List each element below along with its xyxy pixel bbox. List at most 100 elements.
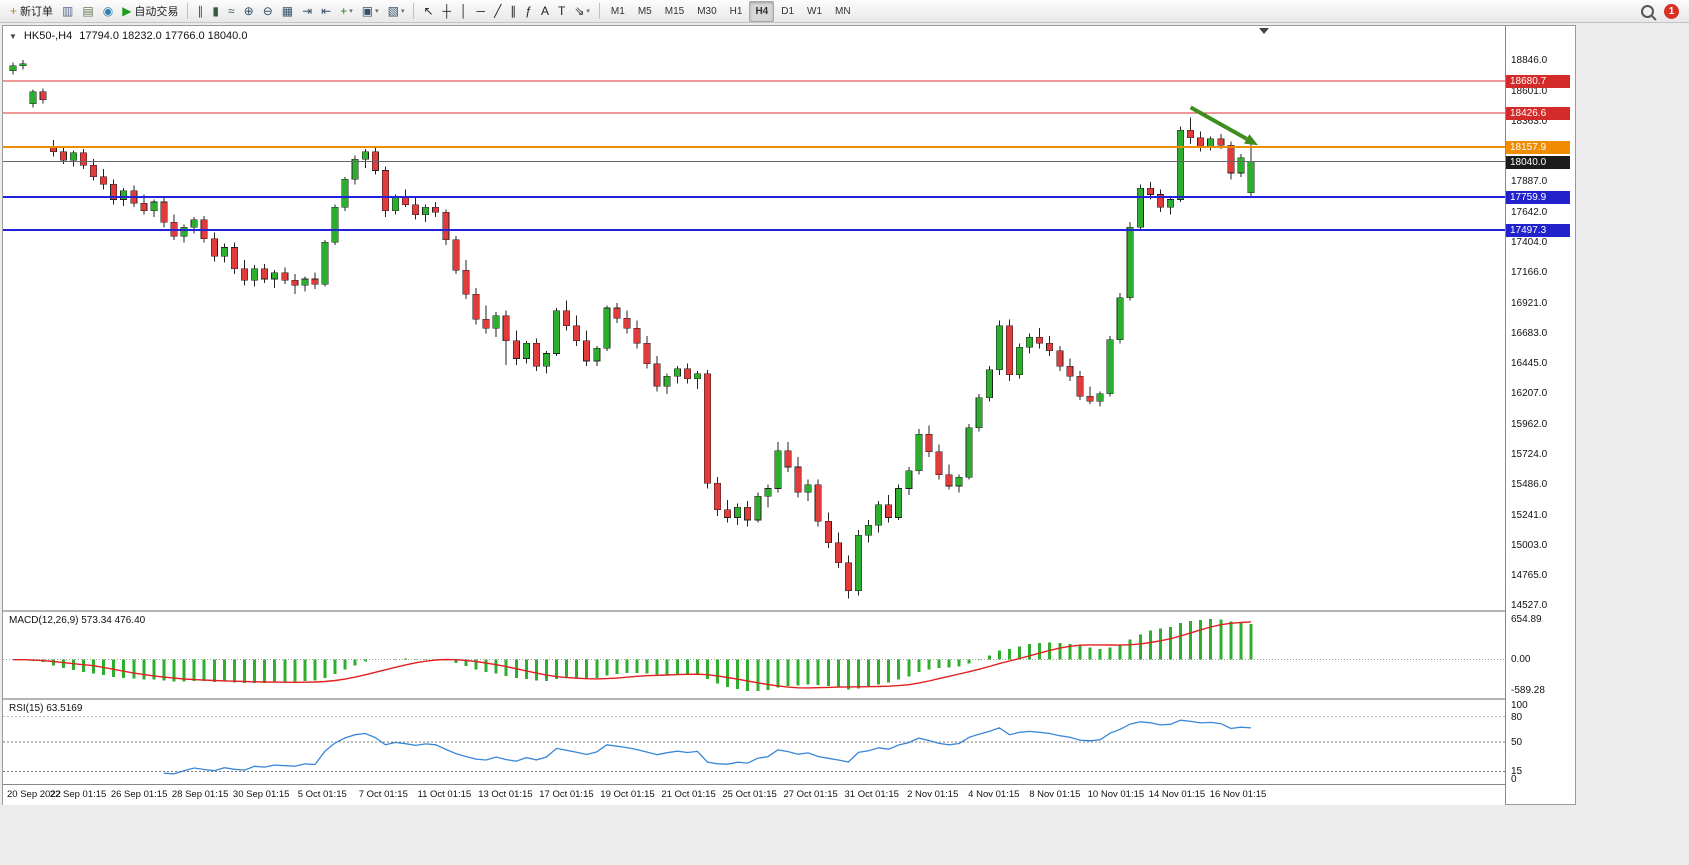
text-label-button[interactable]: T xyxy=(554,1,569,22)
trendline-icon: ╱ xyxy=(494,4,502,18)
price-tick: 16207.0 xyxy=(1511,387,1548,399)
price-tick: 17166.0 xyxy=(1511,266,1548,278)
rsi-pane[interactable]: RSI(15) 63.5169 xyxy=(3,700,1505,784)
equidistant-channel-button[interactable]: ∥ xyxy=(506,1,520,22)
market-watch-button[interactable]: ◉ xyxy=(99,1,117,22)
macd-plot[interactable] xyxy=(3,612,1505,698)
timeframe-m30-button[interactable]: M30 xyxy=(697,5,717,17)
toolbar-separator xyxy=(413,3,415,19)
toolbar-right: 1 xyxy=(1641,3,1683,19)
horizontal-line-button[interactable]: ─ xyxy=(473,1,490,22)
zoom-in-button[interactable]: ⊕ xyxy=(240,1,258,22)
time-tick: 16 Nov 01:15 xyxy=(1209,789,1267,800)
cursor-icon: ↖ xyxy=(423,4,434,18)
templates-button[interactable]: ▧ ▾ xyxy=(384,1,409,22)
time-tick: 11 Oct 01:15 xyxy=(417,789,472,800)
timeframe-h1-button[interactable]: H1 xyxy=(729,5,743,17)
autotrading-button[interactable]: ▶ 自动交易 xyxy=(118,1,182,22)
new-order-button[interactable]: + 新订单 xyxy=(6,1,57,22)
toolbar-separator xyxy=(598,3,600,19)
search-icon[interactable] xyxy=(1641,4,1654,18)
zoom-out-icon: ⊖ xyxy=(262,4,273,18)
indicators-dropdown-caret[interactable]: ▾ xyxy=(349,8,353,15)
pane-separator[interactable] xyxy=(3,698,1505,700)
cursor-button[interactable]: ↖ xyxy=(419,1,437,22)
arrows-dropdown-caret[interactable]: ▾ xyxy=(586,8,590,15)
timeframe-m1-button[interactable]: M1 xyxy=(610,5,625,17)
templates-icon: ▧ xyxy=(387,4,399,18)
timeframe-d1-button[interactable]: D1 xyxy=(781,5,795,17)
tile-windows-button[interactable]: ▦ xyxy=(278,1,297,22)
rsi-plot[interactable] xyxy=(3,700,1505,784)
macd-label: MACD(12,26,9) 573.34 476.40 xyxy=(9,615,146,626)
arrows-button[interactable]: ⇘ ▾ xyxy=(570,1,594,22)
vertical-line-button[interactable]: │ xyxy=(456,1,472,22)
time-tick: 13 Oct 01:15 xyxy=(478,789,533,800)
chart-window: ▼ HK50-,H4 17794.0 18232.0 17766.0 18040… xyxy=(2,25,1576,805)
candlestick-chart-button[interactable]: ▮ xyxy=(208,1,223,22)
fibonacci-button[interactable]: ƒ xyxy=(521,1,536,22)
main-chart-pane[interactable]: ▼ HK50-,H4 17794.0 18232.0 17766.0 18040… xyxy=(3,26,1505,610)
rsi-axis-tick: 50 xyxy=(1511,737,1523,748)
timeframe-w1-button[interactable]: W1 xyxy=(807,5,823,17)
timeframe-h4-button[interactable]: H4 xyxy=(749,0,775,22)
timeframe-m15-button[interactable]: M15 xyxy=(664,5,685,17)
candlestick-plot[interactable] xyxy=(3,26,1505,610)
autotrading-icon: ▶ xyxy=(122,4,132,18)
timeframe-mn-button[interactable]: MN xyxy=(835,5,851,17)
text-button[interactable]: A xyxy=(537,1,553,22)
macd-axis-tick: -589.28 xyxy=(1511,685,1545,696)
symbol-timeframe: HK50-,H4 xyxy=(23,30,73,42)
one-click-trading-toggle[interactable]: ▼ xyxy=(9,31,17,41)
time-tick: 4 Nov 01:15 xyxy=(968,789,1020,800)
time-tick: 25 Oct 01:15 xyxy=(722,789,777,800)
templates-dropdown-caret[interactable]: ▾ xyxy=(400,8,405,15)
price-level-badge: 17759.9 xyxy=(1506,190,1570,204)
time-axis[interactable]: 20 Sep 2022 22 Sep 01:15 26 Sep 01:15 28 Se… xyxy=(3,784,1505,805)
tile-windows-icon: ▦ xyxy=(281,4,294,18)
price-level-badge: 18680.7 xyxy=(1506,74,1570,88)
line-chart-button[interactable]: ≈ xyxy=(224,1,239,22)
candlestick-chart-icon: ▮ xyxy=(212,4,220,18)
price-tick: 15724.0 xyxy=(1511,448,1548,460)
time-tick: 17 Oct 01:15 xyxy=(539,789,594,800)
price-tick: 15486.0 xyxy=(1511,478,1548,490)
price-tick: 15003.0 xyxy=(1511,539,1548,551)
trendline-button[interactable]: ╱ xyxy=(490,1,505,22)
time-tick: 31 Oct 01:15 xyxy=(844,789,899,800)
chart-shift-marker[interactable] xyxy=(1259,28,1269,34)
bar-chart-button[interactable]: ∥ xyxy=(193,1,207,22)
price-tick: 17404.0 xyxy=(1511,236,1548,248)
timeframe-m5-button[interactable]: M5 xyxy=(637,5,652,17)
time-tick: 5 Oct 01:15 xyxy=(297,789,347,800)
notification-badge[interactable]: 1 xyxy=(1664,3,1679,19)
price-tick: 15962.0 xyxy=(1511,418,1548,430)
pane-separator[interactable] xyxy=(3,610,1505,612)
vertical-line-icon: │ xyxy=(460,4,468,18)
crosshair-icon: ┼ xyxy=(442,4,452,18)
periods-button[interactable]: ▣ ▾ xyxy=(358,1,383,22)
crosshair-button[interactable]: ┼ xyxy=(439,1,456,22)
price-tick: 17887.0 xyxy=(1511,175,1548,187)
price-tick: 18601.0 xyxy=(1511,85,1548,97)
chart-shift-button[interactable]: ⇤ xyxy=(317,1,335,22)
charts-button[interactable]: ▥ xyxy=(58,1,77,22)
price-axis[interactable]: 18846.018601.018363.018123.017887.017642… xyxy=(1505,26,1575,804)
time-tick: 10 Nov 01:15 xyxy=(1087,789,1145,800)
zoom-out-button[interactable]: ⊖ xyxy=(259,1,277,22)
macd-pane[interactable]: MACD(12,26,9) 573.34 476.40 xyxy=(3,612,1505,698)
indicators-button[interactable]: + ▾ xyxy=(336,1,357,22)
auto-scroll-button[interactable]: ⇥ xyxy=(298,1,316,22)
fibonacci-icon: ƒ xyxy=(525,4,532,18)
price-level-badge: 18426.6 xyxy=(1506,106,1570,120)
macd-axis-tick: 654.89 xyxy=(1511,614,1542,625)
periods-dropdown-caret[interactable]: ▾ xyxy=(375,8,379,15)
profiles-button[interactable]: ▤ xyxy=(78,1,97,22)
price-tick: 14765.0 xyxy=(1511,569,1548,581)
time-tick: 30 Sep 01:15 xyxy=(232,789,290,800)
rsi-axis-tick: 80 xyxy=(1511,711,1523,723)
price-tick: 15241.0 xyxy=(1511,509,1548,521)
new-order-icon: + xyxy=(10,4,18,18)
auto-scroll-icon: ⇥ xyxy=(302,4,313,18)
